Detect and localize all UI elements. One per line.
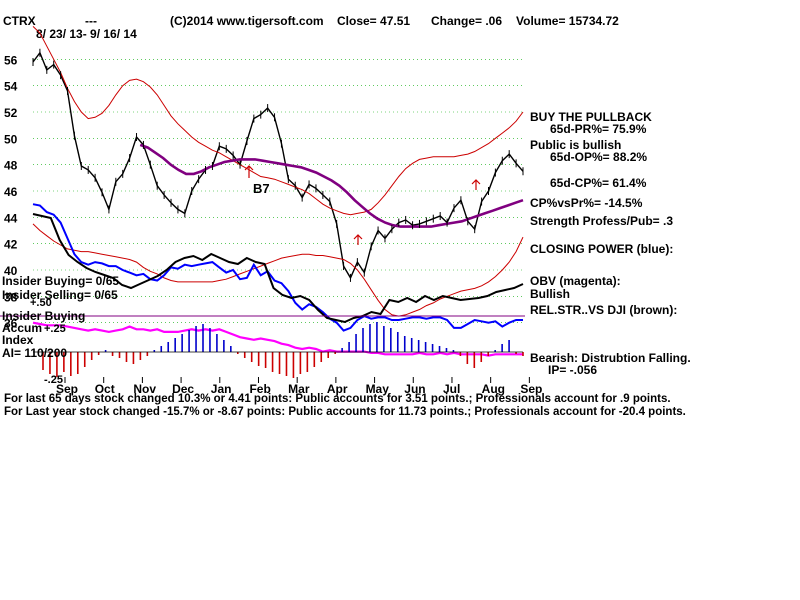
arrow-up-may bbox=[353, 234, 363, 245]
change-value: Change= .06 bbox=[431, 14, 502, 28]
plus50-label: +.50 bbox=[30, 297, 52, 309]
x-tick-label: Mar bbox=[288, 382, 310, 396]
public-bullish: Public is bullish bbox=[530, 138, 621, 152]
bullish-label: Bullish bbox=[530, 287, 570, 301]
bearish-label: Bearish: Distrubtion Falling. bbox=[530, 351, 691, 365]
x-tick-label: Feb bbox=[249, 382, 270, 396]
minus25-label: -.25 bbox=[44, 374, 63, 386]
x-tick-label: Jul bbox=[443, 382, 460, 396]
y-tick-label: 42 bbox=[4, 238, 18, 252]
y-tick-label: 44 bbox=[4, 211, 18, 225]
x-tick-label: Jan bbox=[211, 382, 232, 396]
y-axis: 36 38 40 42 44 46 48 50 52 54 56 bbox=[4, 53, 18, 330]
cpvspr-value: CP%vsPr%= -14.5% bbox=[530, 196, 643, 210]
series-layer bbox=[32, 26, 524, 357]
y-tick-label: 46 bbox=[4, 185, 18, 199]
series-price bbox=[32, 51, 524, 280]
y-tick-label: 36 bbox=[4, 317, 18, 331]
date-range: 8/ 23/ 13- 9/ 16/ 14 bbox=[36, 27, 137, 41]
signal-arrows bbox=[244, 165, 481, 245]
ticker: CTRX bbox=[3, 14, 36, 28]
obv-label: OBV (magenta): bbox=[530, 274, 621, 288]
x-tick-label: Dec bbox=[172, 382, 194, 396]
y-tick-label: 54 bbox=[4, 80, 18, 94]
series-relative-strength bbox=[32, 213, 524, 324]
relstr-label: REL.STR..VS DJI (brown): bbox=[530, 303, 677, 317]
index-label: Index bbox=[2, 333, 34, 347]
x-tick-label: Apr bbox=[327, 382, 348, 396]
accumulation-histogram bbox=[33, 322, 524, 378]
header-dashes: --- bbox=[85, 14, 97, 28]
strength-value: Strength Profess/Pub= .3 bbox=[530, 214, 673, 228]
y-tick-label: 50 bbox=[4, 132, 18, 146]
copyright: (C)2014 www.tigersoft.com bbox=[170, 14, 324, 28]
series-obv-magenta bbox=[32, 321, 523, 357]
ai-label: AI= 110/200 bbox=[2, 346, 67, 360]
accum-label: Accum bbox=[2, 321, 42, 335]
x-tick-label: Sep bbox=[56, 382, 78, 396]
signal-b7: B7 bbox=[253, 181, 270, 196]
plus25-label: +.25 bbox=[44, 323, 66, 335]
series-moving-average bbox=[139, 143, 524, 228]
x-tick-label: Nov bbox=[133, 382, 156, 396]
relative-strength-layer bbox=[32, 213, 524, 324]
buy-the-pullback: BUY THE PULLBACK bbox=[530, 110, 652, 124]
y-tick-label: 56 bbox=[4, 53, 18, 67]
x-tick-label: Oct bbox=[95, 382, 115, 396]
insider-selling: Insider Selling= 0/65 bbox=[2, 288, 118, 302]
insider-buying: Insider Buying= 0/65 bbox=[2, 274, 119, 288]
series-upper-band bbox=[32, 26, 524, 216]
footer-line-1: For last 65 days stock changed 10.3% or … bbox=[4, 393, 671, 405]
x-tick-label: Sep bbox=[520, 382, 542, 396]
cp-value: 65d-CP%= 61.4% bbox=[550, 176, 647, 190]
ip-label: IP= -.056 bbox=[548, 363, 597, 377]
series-lower-band bbox=[32, 223, 524, 317]
arrow-up-feb bbox=[244, 165, 254, 178]
x-axis: Sep Oct Nov Dec Jan Feb Mar Apr May Jun Jul Aug Sep bbox=[56, 377, 542, 396]
close-value: Close= 47.51 bbox=[337, 14, 410, 28]
y-tick-label: 48 bbox=[4, 159, 18, 173]
volume-value: Volume= 15734.72 bbox=[516, 14, 619, 28]
footer-line-2: For Last year stock changed -15.7% or -8… bbox=[4, 406, 686, 418]
x-tick-label: May bbox=[366, 382, 390, 396]
y-tick-label: 40 bbox=[4, 264, 18, 278]
y-tick-label: 38 bbox=[4, 290, 18, 304]
series-closing-power-blue bbox=[32, 203, 523, 332]
pr-value: 65d-PR%= 75.9% bbox=[550, 122, 647, 136]
insider-buying-label: Insider Buying bbox=[2, 309, 85, 323]
x-tick-label: Jun bbox=[404, 382, 425, 396]
op-value: 65d-OP%= 88.2% bbox=[550, 150, 647, 164]
arrow-up-aug bbox=[471, 179, 481, 190]
x-tick-label: Aug bbox=[482, 382, 505, 396]
y-tick-label: 52 bbox=[4, 106, 18, 120]
closing-power-label: CLOSING POWER (blue): bbox=[530, 242, 673, 256]
